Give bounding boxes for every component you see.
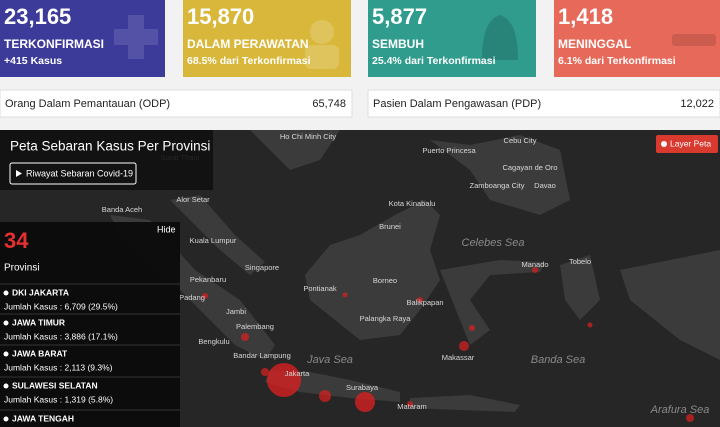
card-sub: 6.1% dari Terkonfirmasi xyxy=(558,55,676,67)
card-deaths xyxy=(554,0,720,77)
city-label: Davao xyxy=(534,181,556,190)
sea-label: Java Sea xyxy=(306,354,353,366)
city-label: Jambi xyxy=(226,307,246,316)
city-label: Cagayan de Oro xyxy=(502,163,557,172)
pin-icon xyxy=(3,416,9,422)
card-treated xyxy=(183,0,351,77)
card-sub: 25.4% dari Terkonfirmasi xyxy=(372,55,496,67)
city-label: Banda Aceh xyxy=(102,205,142,214)
card-value: 23,165 xyxy=(4,4,71,29)
city-label: Bengkulu xyxy=(198,337,229,346)
province-panel xyxy=(0,222,180,427)
city-label: Singapore xyxy=(245,263,279,272)
city-label: Pontianak xyxy=(303,284,337,293)
city-label: Makassar xyxy=(442,353,475,362)
map-labels: Ho Chi Minh City Puerto Princesa Cebu City… xyxy=(102,132,710,416)
card-value: 15,870 xyxy=(187,4,254,29)
icon-minus xyxy=(672,34,716,46)
city-label: Manado xyxy=(521,260,548,269)
city-label: Alor Setar xyxy=(176,195,210,204)
province-cases: Jumlah Kasus : 3,886 (17.1%) xyxy=(4,331,118,341)
layer-icon xyxy=(661,141,667,147)
icon-person xyxy=(305,45,339,69)
city-label: Mataram xyxy=(397,402,427,411)
icon-person xyxy=(310,20,334,44)
city-label: Kota Kinabalu xyxy=(389,199,436,208)
city-label: Surabaya xyxy=(346,383,379,392)
city-label: Balikpapan xyxy=(406,298,443,307)
card-label: DALAM PERAWATAN xyxy=(187,37,309,51)
province-cases: Jumlah Kasus : 1,319 (5.8%) xyxy=(4,394,113,404)
map-title: Peta Sebaran Kasus Per Provinsi xyxy=(10,139,210,154)
layer-button-label: Layer Peta xyxy=(670,138,711,148)
city-label: Palembang xyxy=(236,322,274,331)
pin-icon xyxy=(3,290,9,296)
monitor-value: 12,022 xyxy=(680,98,714,110)
odp-box xyxy=(0,89,353,118)
card-label: MENINGGAL xyxy=(558,37,631,51)
icon-plus xyxy=(114,15,158,59)
card-recovered xyxy=(368,0,536,77)
card-confirmed xyxy=(0,0,165,77)
city-label: Jakarta xyxy=(285,369,310,378)
monitor-label: Orang Dalam Pemantauan (ODP) xyxy=(5,98,170,110)
sea-label: Celebes Sea xyxy=(462,237,525,249)
city-label: Tobelo xyxy=(569,257,591,266)
layer-button[interactable] xyxy=(656,135,718,153)
case-circles xyxy=(202,267,694,422)
province-count: 34 xyxy=(4,228,29,253)
city-label: Zamboanga City xyxy=(469,181,524,190)
history-button[interactable] xyxy=(9,162,137,185)
card-value: 5,877 xyxy=(372,4,427,29)
province-name: JAWA BARAT xyxy=(12,348,68,358)
monitor-label: Pasien Dalam Pengawasan (PDP) xyxy=(373,98,541,110)
pin-icon xyxy=(3,383,9,389)
province-cases: Jumlah Kasus : 6,709 (29.5%) xyxy=(4,301,118,311)
city-label: Borneo xyxy=(373,276,397,285)
city-label: Pekanbaru xyxy=(190,275,226,284)
monitor-value: 65,748 xyxy=(312,98,346,110)
sea-label: Arafura Sea xyxy=(650,404,710,416)
pdp-box xyxy=(367,89,720,118)
card-label: TERKONFIRMASI xyxy=(4,37,104,51)
city-label: Padang xyxy=(179,293,205,302)
play-icon xyxy=(16,170,22,177)
city-label: Bandar Lampung xyxy=(233,351,291,360)
city-label: Brunei xyxy=(379,222,401,231)
province-list: DKI JAKARTA Jumlah Kasus : 6,709 (29.5%) J… xyxy=(0,283,180,423)
province-cases: Jumlah Kasus : 2,113 (9.3%) xyxy=(4,362,113,372)
pin-icon xyxy=(3,320,9,326)
city-label: Kuala Lumpur xyxy=(190,236,237,245)
city-label: Ho Chi Minh City xyxy=(280,132,337,141)
province-name: JAWA TENGAH xyxy=(12,413,74,423)
card-label: SEMBUH xyxy=(372,37,424,51)
city-label: Puerto Princesa xyxy=(422,146,476,155)
card-sub: +415 Kasus xyxy=(4,55,62,67)
card-sub: 68.5% dari Terkonfirmasi xyxy=(187,55,311,67)
pin-icon xyxy=(3,351,9,357)
sea-label: Banda Sea xyxy=(531,354,585,366)
card-value: 1,418 xyxy=(558,4,613,29)
city-label: Cebu City xyxy=(504,136,537,145)
hide-label: Hide xyxy=(157,224,176,234)
province-count-label: Provinsi xyxy=(4,263,40,274)
province-name: SULAWESI SELATAN xyxy=(12,380,98,390)
icon-bell xyxy=(482,15,518,60)
history-button-label: Riwayat Sebaran Covid-19 xyxy=(26,168,133,178)
province-name: DKI JAKARTA xyxy=(12,287,69,297)
province-name: JAWA TIMUR xyxy=(12,317,65,327)
map-title-panel xyxy=(0,130,213,190)
city-label: Palangka Raya xyxy=(360,314,412,323)
